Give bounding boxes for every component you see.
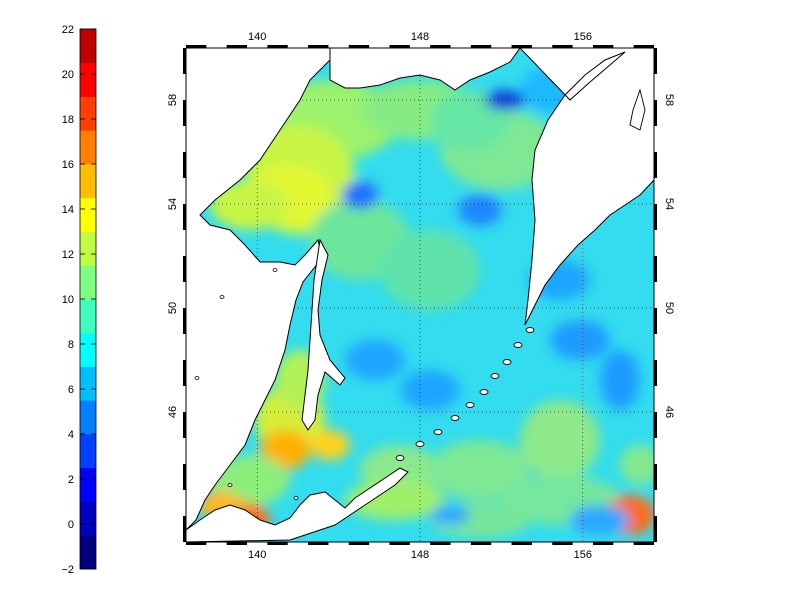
colorbar-segment <box>80 130 96 165</box>
colorbar-segments <box>80 29 96 570</box>
colorbar-tick-label: 0 <box>68 519 74 531</box>
hokkaido <box>185 467 409 543</box>
lat-label-right: 58 <box>663 94 675 106</box>
lon-label-top: 148 <box>411 31 429 43</box>
colorbar-segment <box>80 197 96 232</box>
lat-label-left: 58 <box>167 94 179 106</box>
colorbar-segment <box>80 467 96 502</box>
kamchatka <box>518 47 655 326</box>
latitude-labels: 58 58 54 54 50 50 46 46 <box>167 94 675 418</box>
lat-label-right: 50 <box>663 302 675 314</box>
lon-label-top: 140 <box>248 31 266 43</box>
colorbar-tick-label: 16 <box>62 159 74 171</box>
lat-label-left: 54 <box>167 198 179 210</box>
map-frame <box>183 45 657 545</box>
colorbar-tick-label: 18 <box>62 114 74 126</box>
colorbar-tick-label: 6 <box>68 384 74 396</box>
colorbar-segment <box>80 265 96 300</box>
colorbar-segment <box>80 366 96 401</box>
colorbar-segment <box>80 400 96 435</box>
lon-label-top: 156 <box>574 31 592 43</box>
lon-label-bottom: 140 <box>248 549 266 561</box>
colorbar-segment <box>80 29 96 64</box>
coastline <box>185 47 655 543</box>
colorbar-tick-label: −2 <box>61 564 74 576</box>
colorbar-segment <box>80 164 96 199</box>
lat-label-right: 46 <box>663 406 675 418</box>
colorbar-segment <box>80 332 96 367</box>
colorbar-tick-label: 20 <box>62 69 74 81</box>
colorbar-segment <box>80 62 96 97</box>
sakhalin-island <box>301 238 346 431</box>
colorbar-tick-label: 12 <box>62 249 74 261</box>
colorbar-tick-label: 8 <box>68 339 74 351</box>
colorbar-tick-label: 2 <box>68 474 74 486</box>
colorbar-segment <box>80 299 96 334</box>
colorbar-tick-label: 10 <box>62 294 74 306</box>
colorbar-tick-label: 14 <box>62 204 74 216</box>
mainland-asia <box>185 47 331 532</box>
colorbar-tick-label: 4 <box>68 429 74 441</box>
lon-label-bottom: 156 <box>574 549 592 561</box>
colorbar-segment <box>80 535 96 570</box>
map: 140 140 148 148 156 156 58 58 54 54 50 50 46 46 <box>167 31 675 561</box>
lat-label-left: 50 <box>167 302 179 314</box>
colorbar-segment <box>80 96 96 131</box>
colorbar-segment <box>80 231 96 266</box>
lat-label-right: 54 <box>663 198 675 210</box>
colorbar-segment <box>80 501 96 536</box>
okhotsk-north-coast <box>329 47 521 91</box>
lat-label-left: 46 <box>167 406 179 418</box>
longitude-labels: 140 140 148 148 156 156 <box>248 31 592 561</box>
colorbar-segment <box>80 434 96 469</box>
lon-label-bottom: 148 <box>411 549 429 561</box>
colorbar-tick-label: 22 <box>62 24 74 36</box>
